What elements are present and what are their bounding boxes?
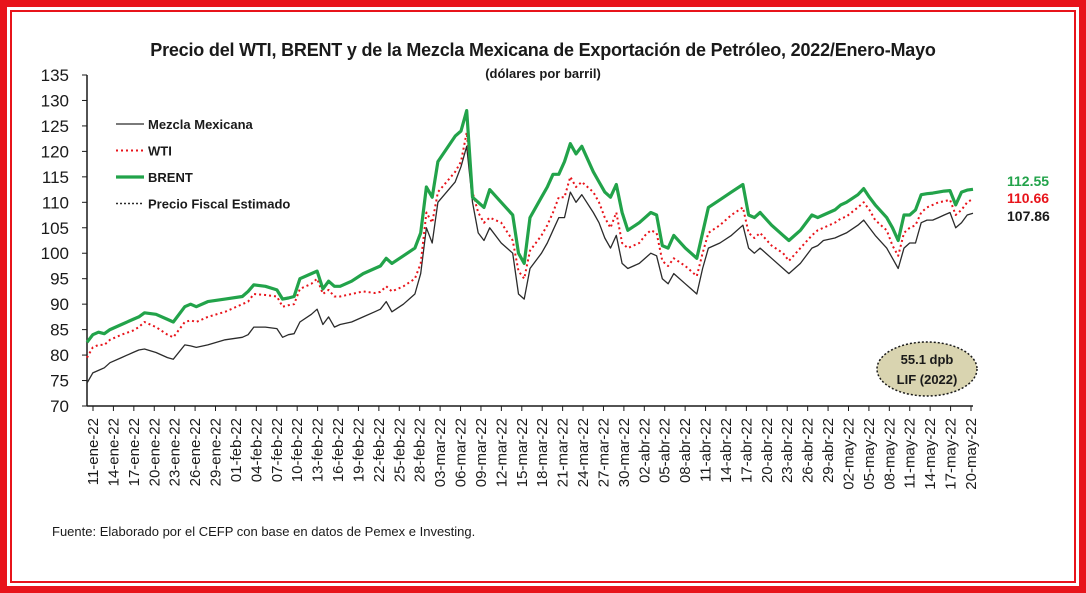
y-tick-label: 85 bbox=[50, 321, 69, 340]
x-tick-label: 11-abr-22 bbox=[698, 418, 715, 482]
x-tick-label: 25-feb-22 bbox=[391, 418, 408, 482]
x-tick-label: 13-feb-22 bbox=[310, 418, 327, 482]
legend-label: BRENT bbox=[148, 170, 193, 185]
y-tick-label: 90 bbox=[50, 295, 69, 314]
y-tick-label: 100 bbox=[41, 244, 69, 263]
x-tick-label: 02-may-22 bbox=[840, 418, 857, 490]
x-tick-label: 29-ene-22 bbox=[208, 418, 225, 486]
x-tick-label: 17-abr-22 bbox=[738, 418, 755, 483]
lif-annotation-line2: LIF (2022) bbox=[897, 372, 958, 387]
y-tick-label: 105 bbox=[41, 219, 69, 238]
x-tick-label: 15-mar-22 bbox=[514, 418, 531, 487]
x-tick-label: 14-may-22 bbox=[922, 418, 939, 490]
x-tick-label: 10-feb-22 bbox=[289, 418, 306, 482]
x-tick-label: 14-ene-22 bbox=[105, 418, 122, 486]
y-tick-label: 115 bbox=[42, 168, 69, 187]
y-tick-label: 135 bbox=[41, 66, 69, 85]
x-tick-label: 17-ene-22 bbox=[126, 418, 143, 486]
x-tick-label: 18-mar-22 bbox=[534, 418, 551, 487]
x-tick-label: 20-may-22 bbox=[963, 418, 980, 490]
x-tick-label: 29-abr-22 bbox=[820, 418, 837, 483]
y-tick-label: 75 bbox=[50, 372, 69, 391]
x-tick-label: 20-ene-22 bbox=[146, 418, 163, 486]
y-tick-label: 95 bbox=[50, 270, 69, 289]
legend-label: Mezcla Mexicana bbox=[148, 117, 254, 132]
x-tick-label: 01-feb-22 bbox=[228, 418, 245, 482]
x-tick-label: 07-feb-22 bbox=[269, 418, 286, 482]
x-tick-label: 11-ene-22 bbox=[85, 418, 102, 485]
x-tick-label: 12-mar-22 bbox=[493, 418, 510, 487]
y-tick-label: 70 bbox=[50, 397, 69, 416]
x-tick-label: 03-mar-22 bbox=[432, 418, 449, 487]
end-value-label: 110.66 bbox=[1007, 190, 1049, 206]
x-tick-label: 19-feb-22 bbox=[350, 418, 367, 482]
x-tick-label: 21-mar-22 bbox=[555, 418, 572, 487]
x-tick-label: 20-abr-22 bbox=[759, 418, 776, 483]
x-tick-label: 17-may-22 bbox=[943, 418, 960, 490]
x-tick-label: 27-mar-22 bbox=[595, 418, 612, 487]
series-line-brent bbox=[85, 108, 974, 344]
x-tick-label: 05-may-22 bbox=[861, 418, 878, 490]
end-value-label: 112.55 bbox=[1007, 173, 1049, 189]
chart-title: Precio del WTI, BRENT y de la Mezcla Mex… bbox=[150, 40, 936, 60]
x-tick-label: 28-feb-22 bbox=[412, 418, 429, 482]
series-line-mezcla-mexicana bbox=[86, 145, 974, 384]
x-tick-label: 16-feb-22 bbox=[330, 418, 347, 482]
series-line-wti bbox=[86, 131, 974, 359]
y-tick-label: 125 bbox=[41, 117, 69, 136]
x-tick-label: 02-abr-22 bbox=[636, 418, 653, 483]
chart-subtitle: (dólares por barril) bbox=[485, 66, 601, 81]
y-tick-label: 130 bbox=[41, 91, 69, 110]
x-tick-label: 14-abr-22 bbox=[718, 418, 735, 483]
y-tick-label: 120 bbox=[41, 142, 69, 161]
x-tick-label: 26-abr-22 bbox=[800, 418, 817, 483]
x-tick-label: 23-abr-22 bbox=[779, 418, 796, 483]
x-tick-label: 22-feb-22 bbox=[371, 418, 388, 482]
legend-label: Precio Fiscal Estimado bbox=[148, 197, 290, 212]
x-tick-label: 08-may-22 bbox=[881, 418, 898, 490]
x-tick-label: 30-mar-22 bbox=[616, 418, 633, 487]
x-tick-label: 04-feb-22 bbox=[248, 418, 265, 482]
inner-red-border bbox=[10, 10, 1076, 583]
x-tick-label: 11-may-22 bbox=[902, 418, 919, 489]
x-tick-label: 06-mar-22 bbox=[453, 418, 470, 487]
x-tick-label: 09-mar-22 bbox=[473, 418, 490, 487]
source-note: Fuente: Elaborado por el CEFP con base e… bbox=[52, 524, 476, 539]
lif-annotation-badge bbox=[876, 341, 978, 397]
x-tick-label: 08-abr-22 bbox=[677, 418, 694, 483]
x-tick-label: 05-abr-22 bbox=[657, 418, 674, 483]
end-value-label: 107.86 bbox=[1007, 208, 1050, 224]
lif-annotation-line1: 55.1 dpb bbox=[901, 352, 954, 367]
y-tick-label: 110 bbox=[42, 193, 69, 212]
y-tick-label: 80 bbox=[50, 346, 69, 365]
x-tick-label: 26-ene-22 bbox=[187, 418, 204, 486]
legend-label: WTI bbox=[148, 144, 172, 159]
x-tick-label: 24-mar-22 bbox=[575, 418, 592, 487]
x-tick-label: 23-ene-22 bbox=[167, 418, 184, 486]
